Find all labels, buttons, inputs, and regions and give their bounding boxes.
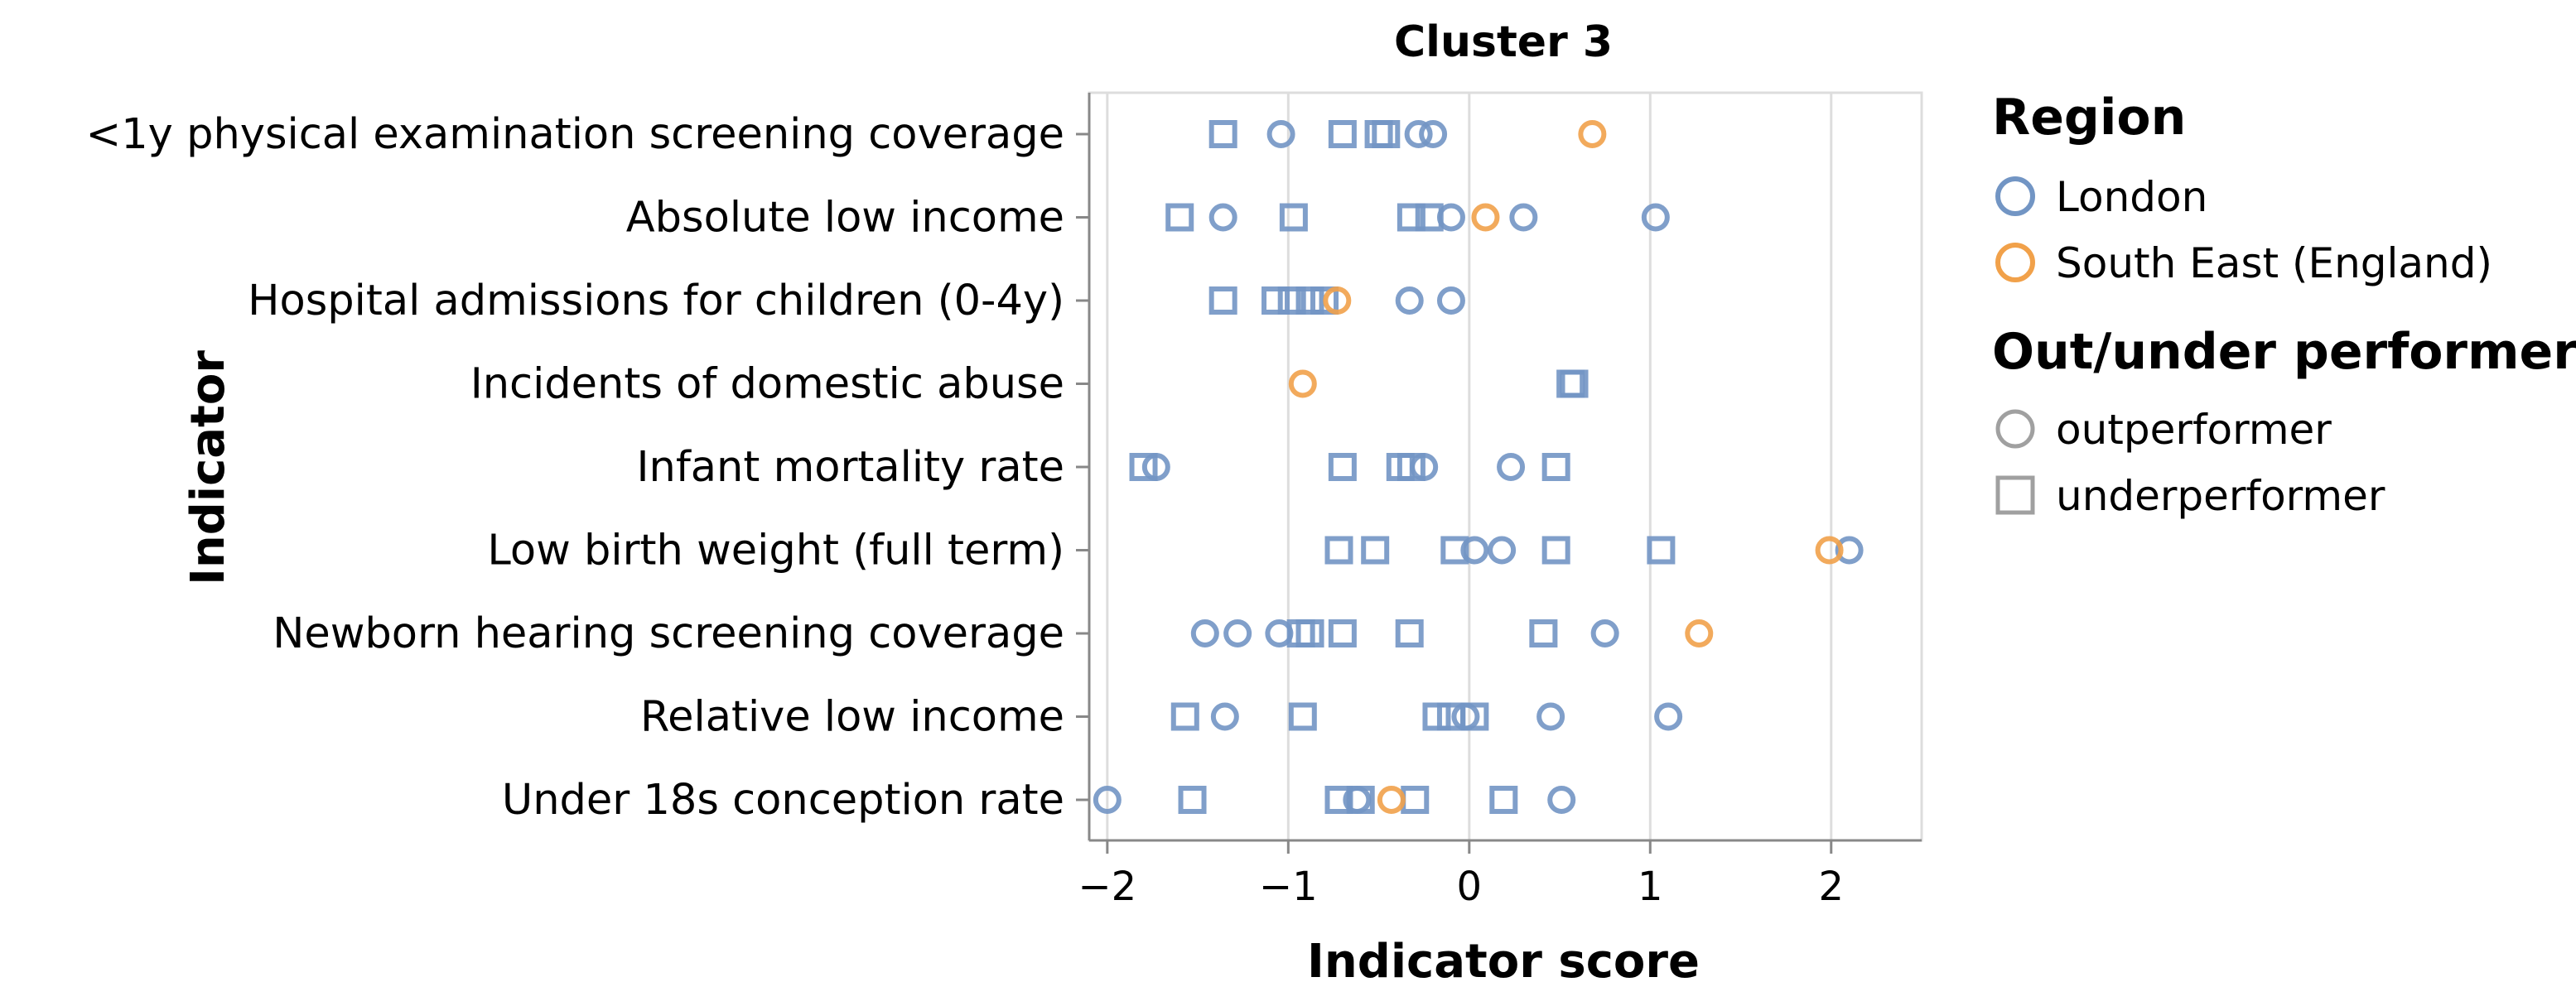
underperformer-point [1401, 786, 1430, 814]
underperformer-point [1208, 286, 1237, 315]
underperformer-point [1529, 619, 1558, 647]
underperformer-point [1440, 536, 1469, 565]
outperformer-point [1835, 536, 1864, 565]
outperformer-point [1815, 536, 1844, 565]
underperformer-point [1178, 786, 1207, 814]
outperformer-point [1377, 786, 1406, 814]
underperformer-point [1328, 120, 1357, 148]
underperformer-point [1346, 786, 1375, 814]
legend-london-label: London [2056, 173, 2207, 221]
x-axis-title: Indicator score [1307, 935, 1700, 989]
x-tick-label: 0 [1457, 864, 1483, 910]
underperformer-point [1288, 702, 1317, 731]
y-axis-title: Indicator [181, 350, 235, 585]
outperformer-point [1471, 203, 1500, 232]
outperformer-point [1093, 786, 1122, 814]
underperformer-point [1208, 120, 1237, 148]
outperformer-point [1536, 702, 1565, 731]
outperformer-point [1685, 619, 1714, 647]
legend-region-title: Region [1992, 89, 2186, 147]
underperformer-point [1261, 286, 1290, 315]
outperformer-point [1590, 619, 1619, 647]
underperformer-point [1328, 453, 1357, 481]
legend-outperformer-circle-icon [1995, 409, 2035, 449]
underperformer-point [1415, 203, 1444, 232]
x-tick-label: −1 [1259, 864, 1318, 910]
underperformer-point [1422, 702, 1451, 731]
underperformer-point [1560, 369, 1589, 398]
outperformer-point [1460, 536, 1489, 565]
y-category-label: Under 18s conception rate [502, 776, 1064, 825]
outperformer-point [1323, 286, 1352, 315]
plot-area: −2 −1 0 1 2 <1y physical examination screenin… [86, 91, 1923, 910]
underperformer-point [1328, 619, 1357, 647]
outperformer-point [1654, 702, 1683, 731]
underperformer-point [1170, 702, 1199, 731]
outperformer-point [1547, 786, 1576, 814]
outperformer-point [1395, 286, 1424, 315]
legend-london-circle-icon [1995, 176, 2035, 216]
underperformer-point [1279, 203, 1308, 232]
outperformer-point [1451, 702, 1480, 731]
underperformer-point [1277, 286, 1306, 315]
legend-south-east-circle-icon [1995, 243, 2035, 282]
outperformer-point [1266, 120, 1295, 148]
underperformer-point [1129, 453, 1158, 481]
chart-title: Cluster 3 [1394, 17, 1613, 67]
y-category-label: Incidents of domestic abuse [470, 360, 1064, 409]
underperformer-point [1372, 120, 1401, 148]
outperformer-point [1419, 120, 1448, 148]
y-category-label: Hospital admissions for children (0-4y) [248, 277, 1064, 325]
plot-frame [1088, 91, 1923, 842]
legend-outperformer-label: outperformer [2056, 406, 2332, 454]
outperformer-point [1488, 536, 1517, 565]
outperformer-point [1436, 286, 1465, 315]
underperformer-point [1395, 619, 1424, 647]
y-category-label: Absolute low income [626, 194, 1064, 243]
x-tick-label: 1 [1638, 864, 1663, 910]
underperformer-point [1324, 536, 1353, 565]
y-category-label: Infant mortality rate [636, 443, 1064, 492]
outperformer-point [1288, 369, 1317, 398]
outperformer-point [1509, 203, 1538, 232]
underperformer-point [1489, 786, 1518, 814]
underperformer-point [1295, 619, 1324, 647]
underperformer-point [1165, 203, 1194, 232]
legend: Region London South East (England) Out/u… [1992, 89, 2576, 520]
legend-underperformer-label: underperformer [2056, 472, 2385, 520]
y-category-label: <1y physical examination screening cover… [86, 110, 1065, 159]
underperformer-point [1541, 453, 1570, 481]
outperformer-point [1223, 619, 1252, 647]
outperformer-point [1497, 453, 1526, 481]
outperformer-point [1641, 203, 1670, 232]
legend-underperformer-square-icon [1995, 475, 2035, 515]
outperformer-point [1210, 702, 1239, 731]
underperformer-point [1397, 203, 1425, 232]
outperformer-point [1190, 619, 1219, 647]
underperformer-point [1397, 453, 1425, 481]
underperformer-point [1361, 536, 1390, 565]
y-category-label: Relative low income [640, 693, 1064, 742]
x-tick-label: 2 [1818, 864, 1844, 910]
underperformer-point [1364, 120, 1393, 148]
outperformer-point [1208, 203, 1237, 232]
x-tick-label: −2 [1078, 864, 1136, 910]
legend-south-east-label: South East (England) [2056, 239, 2492, 287]
legend-performer-title: Out/under performer [1992, 323, 2576, 381]
y-category-label: Newborn hearing screening coverage [273, 609, 1064, 658]
underperformer-point [1295, 286, 1324, 315]
underperformer-point [1541, 536, 1570, 565]
underperformer-point [1310, 286, 1339, 315]
underperformer-point [1647, 536, 1676, 565]
outperformer-point [1578, 120, 1607, 148]
outperformer-point [1404, 120, 1433, 148]
underperformer-point [1460, 702, 1489, 731]
y-category-label: Low birth weight (full term) [487, 527, 1064, 575]
